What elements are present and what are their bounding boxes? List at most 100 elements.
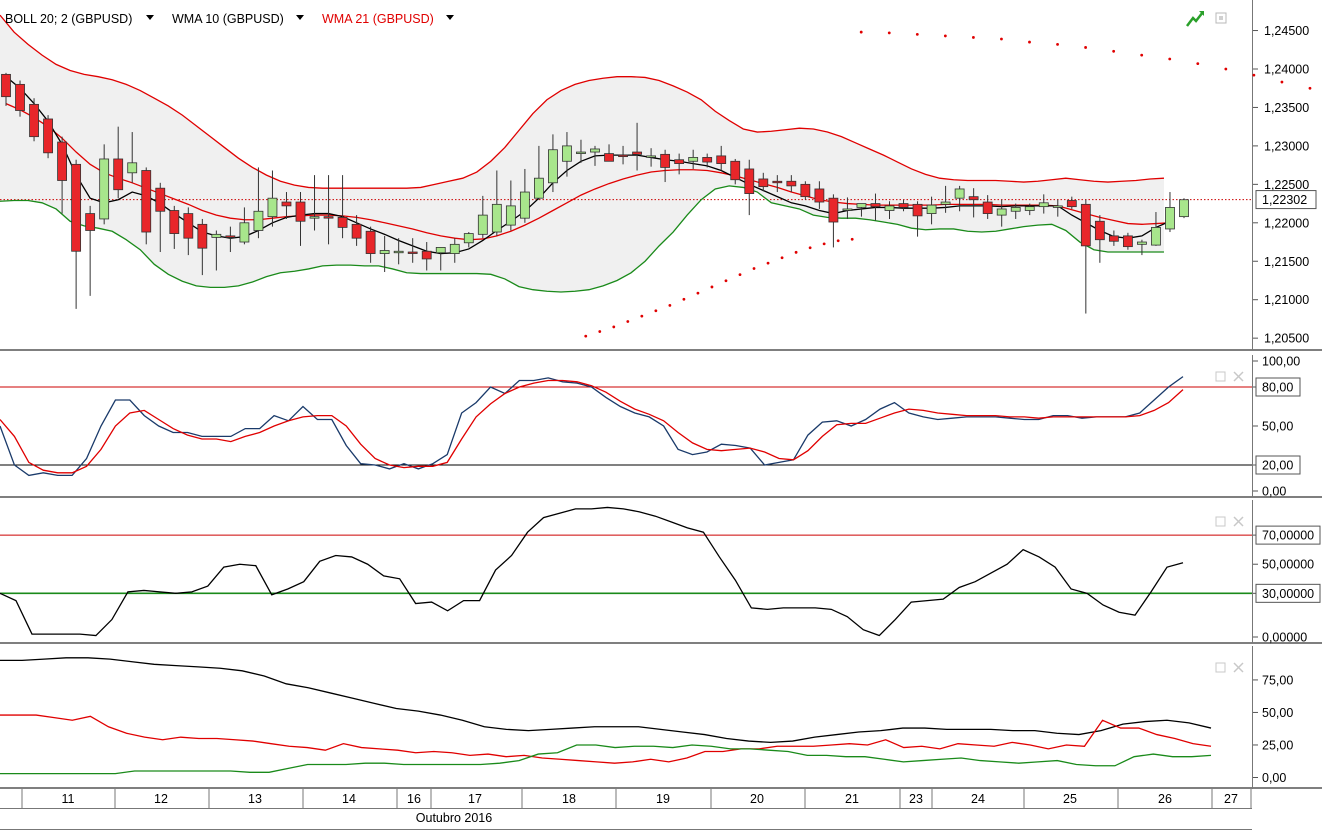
candle[interactable] <box>1 72 11 106</box>
candle[interactable] <box>1179 198 1189 219</box>
stochastic-pane[interactable]: 100,00 80,00 50,00 20,00 0,00 <box>0 355 1301 499</box>
candle[interactable] <box>85 205 96 296</box>
candle[interactable] <box>393 238 404 265</box>
candle[interactable] <box>337 175 348 239</box>
candle[interactable] <box>29 98 39 142</box>
candle[interactable] <box>618 145 628 165</box>
candle[interactable] <box>660 149 671 183</box>
candle[interactable] <box>1123 232 1133 250</box>
candle[interactable] <box>1038 194 1049 214</box>
candle[interactable] <box>365 226 376 263</box>
candle[interactable] <box>449 238 460 263</box>
candle[interactable] <box>884 201 895 219</box>
candle[interactable] <box>548 134 558 193</box>
candle[interactable] <box>772 175 783 193</box>
candle[interactable] <box>505 180 516 231</box>
candle[interactable] <box>912 201 923 237</box>
candle[interactable] <box>463 232 474 248</box>
candle[interactable] <box>590 145 600 166</box>
candle[interactable] <box>842 197 853 219</box>
candle[interactable] <box>491 170 502 236</box>
candle[interactable] <box>141 167 152 245</box>
candle[interactable] <box>323 175 334 245</box>
window-icon[interactable] <box>1215 516 1226 527</box>
candle[interactable] <box>1151 212 1161 246</box>
candle[interactable] <box>1052 199 1063 217</box>
candle[interactable] <box>225 226 236 253</box>
candle[interactable] <box>197 218 208 276</box>
candle[interactable] <box>71 159 82 309</box>
candle[interactable] <box>407 238 418 263</box>
candle[interactable] <box>870 193 881 221</box>
close-icon[interactable] <box>1233 662 1244 673</box>
candle[interactable] <box>716 145 727 171</box>
candle[interactable] <box>15 80 25 117</box>
candle[interactable] <box>926 196 937 225</box>
candle[interactable] <box>702 153 713 168</box>
rsi-pane[interactable]: 70,00000 50,00000 30,00000 0,00000 <box>0 506 1321 645</box>
candle[interactable] <box>828 194 839 248</box>
candle[interactable] <box>379 235 390 273</box>
candle[interactable] <box>127 132 138 183</box>
candle[interactable] <box>239 207 250 245</box>
candle[interactable] <box>1137 239 1147 256</box>
candle[interactable] <box>1165 192 1175 233</box>
candle[interactable] <box>309 175 320 231</box>
candle[interactable] <box>1094 215 1105 263</box>
candle[interactable] <box>211 230 222 271</box>
candle[interactable] <box>800 181 811 200</box>
candle[interactable] <box>1066 196 1077 209</box>
candle[interactable] <box>435 247 446 271</box>
candle[interactable] <box>155 182 166 253</box>
legend-wma21-dropdown-icon[interactable] <box>446 15 454 20</box>
candle[interactable] <box>562 132 572 177</box>
candle[interactable] <box>576 139 586 163</box>
candle[interactable] <box>351 215 362 246</box>
candle[interactable] <box>688 149 699 169</box>
candle[interactable] <box>1108 230 1119 246</box>
candle[interactable] <box>477 195 488 239</box>
window-icon[interactable] <box>1215 662 1226 673</box>
window-icon[interactable] <box>1215 12 1227 24</box>
candle[interactable] <box>295 192 306 246</box>
candle[interactable] <box>604 144 614 162</box>
legend-boll-label[interactable]: BOLL 20; 2 (GBPUSD) <box>5 12 132 26</box>
candle[interactable] <box>99 144 110 225</box>
candle[interactable] <box>744 159 755 216</box>
legend-wma10-label[interactable]: WMA 10 (GBPUSD) <box>172 12 284 26</box>
candle[interactable] <box>113 126 124 199</box>
close-icon[interactable] <box>1233 516 1244 527</box>
candle[interactable] <box>940 185 951 213</box>
candle[interactable] <box>57 136 67 214</box>
candle[interactable] <box>856 203 867 217</box>
chart-up-icon[interactable] <box>1186 11 1204 27</box>
candle[interactable] <box>646 148 656 167</box>
candle[interactable] <box>730 158 741 185</box>
candle[interactable] <box>954 185 965 212</box>
candle[interactable] <box>1024 203 1035 216</box>
candle[interactable] <box>758 172 769 192</box>
dmi-pane[interactable]: 75,00 50,00 25,00 0,00 <box>0 657 1293 785</box>
candle[interactable] <box>43 115 53 159</box>
candle[interactable] <box>421 242 432 271</box>
candle[interactable] <box>814 181 825 209</box>
candle[interactable] <box>996 199 1007 227</box>
candle[interactable] <box>968 188 979 218</box>
candle[interactable] <box>786 175 797 193</box>
candle[interactable] <box>982 195 993 219</box>
candle[interactable] <box>632 122 642 171</box>
candle[interactable] <box>898 199 909 212</box>
candle[interactable] <box>183 207 194 256</box>
window-icon[interactable] <box>1215 371 1226 382</box>
legend-boll-dropdown-icon[interactable] <box>146 15 154 20</box>
close-icon[interactable] <box>1233 371 1244 382</box>
candle[interactable] <box>534 145 544 200</box>
candle[interactable] <box>674 153 685 175</box>
candle[interactable] <box>519 168 530 223</box>
candle[interactable] <box>253 167 264 239</box>
legend-wma10-dropdown-icon[interactable] <box>296 15 304 20</box>
candle[interactable] <box>267 170 278 227</box>
candle[interactable] <box>281 192 292 219</box>
candle[interactable] <box>1010 203 1021 219</box>
